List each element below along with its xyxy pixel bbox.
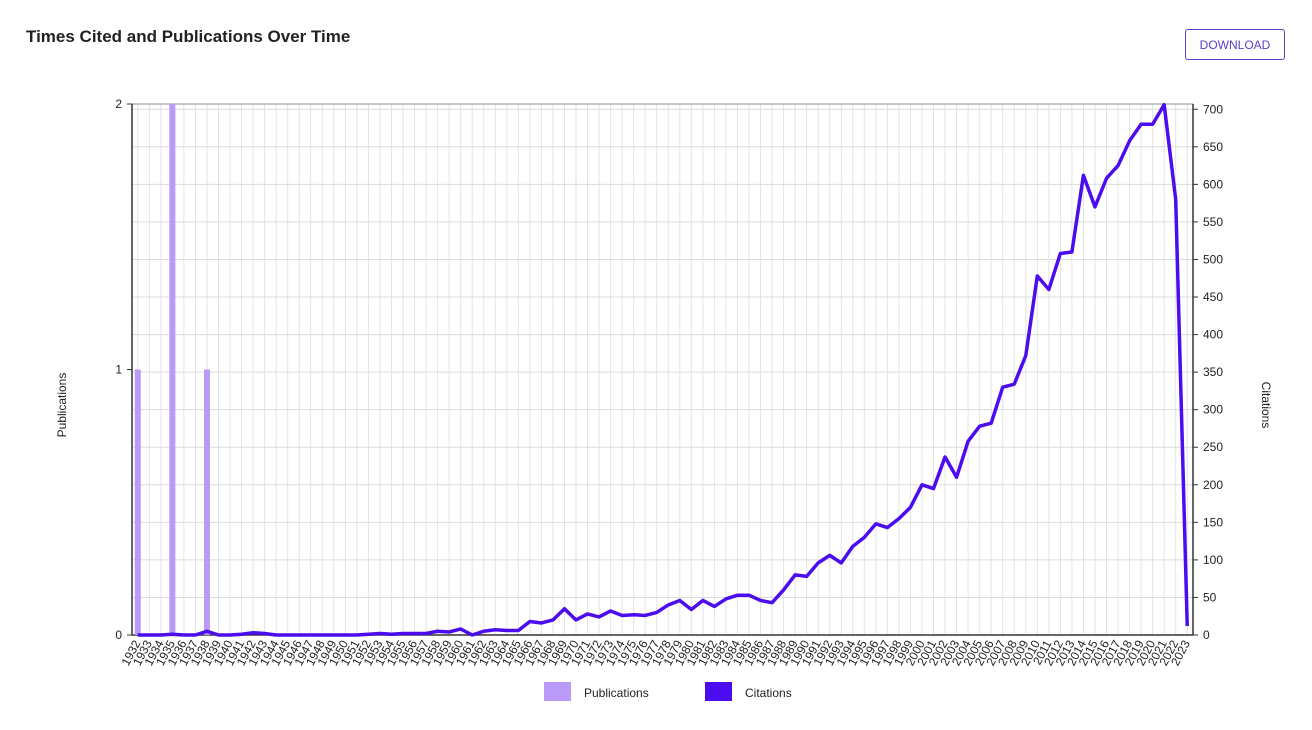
chart-title: Times Cited and Publications Over Time xyxy=(26,27,351,46)
y-axis-title: Publications xyxy=(55,373,69,438)
y2-tick-label: 100 xyxy=(1203,553,1223,567)
line xyxy=(137,103,1189,637)
y-tick-label: 2 xyxy=(115,97,122,111)
y2-tick-label: 300 xyxy=(1203,403,1223,417)
y2-tick-label: 600 xyxy=(1203,177,1223,191)
legend-label: Publications xyxy=(584,686,649,700)
y-tick-label: 0 xyxy=(115,628,122,642)
y2-tick-label: 150 xyxy=(1203,515,1223,529)
bar xyxy=(169,104,176,635)
bar xyxy=(203,369,210,635)
y2-tick-label: 700 xyxy=(1203,102,1223,116)
legend-swatch xyxy=(544,682,571,701)
y2-axis-title: Citations xyxy=(1259,382,1273,429)
legend-label: Citations xyxy=(745,686,792,700)
download-button[interactable]: DOWNLOAD xyxy=(1185,29,1285,60)
y2-tick-label: 450 xyxy=(1203,290,1223,304)
y-tick-label: 1 xyxy=(115,363,122,377)
y2-tick-label: 500 xyxy=(1203,252,1223,266)
bar xyxy=(134,369,141,635)
y2-tick-label: 400 xyxy=(1203,328,1223,342)
y2-tick-label: 50 xyxy=(1203,590,1217,604)
y2-tick-label: 350 xyxy=(1203,365,1223,379)
legend-swatch xyxy=(705,682,732,701)
y2-tick-label: 250 xyxy=(1203,440,1223,454)
y2-tick-label: 200 xyxy=(1203,478,1223,492)
y2-tick-label: 650 xyxy=(1203,140,1223,154)
y2-tick-label: 0 xyxy=(1203,628,1210,642)
y2-tick-label: 550 xyxy=(1203,215,1223,229)
